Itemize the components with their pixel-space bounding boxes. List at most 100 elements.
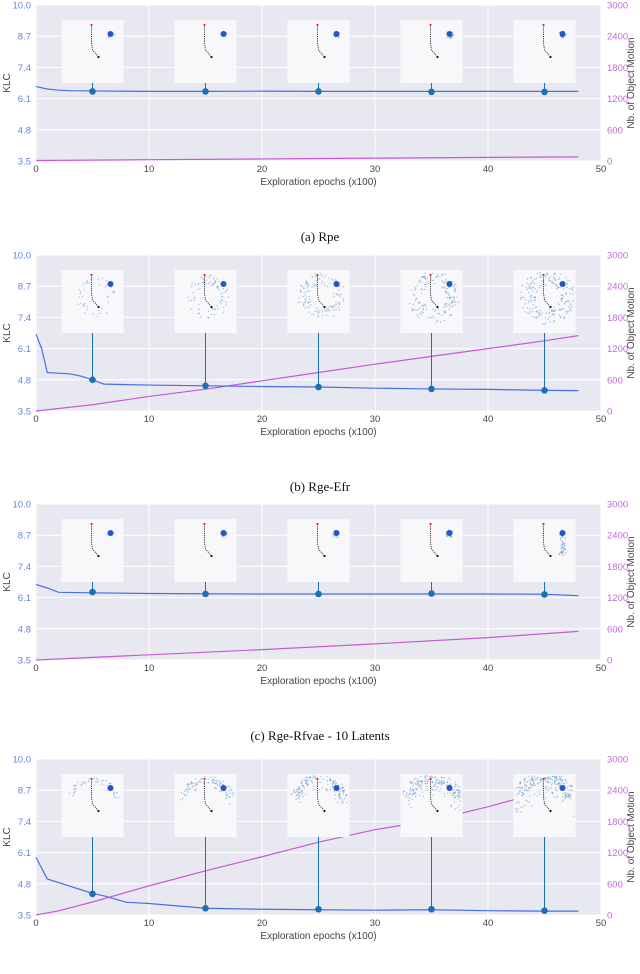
inset-point	[101, 277, 104, 280]
inset-point	[454, 288, 457, 291]
inset-point	[532, 304, 535, 306]
klc-marker	[202, 904, 209, 912]
inset-point	[531, 307, 534, 310]
inset-point	[453, 298, 455, 300]
inset-point	[337, 536, 339, 539]
inset-arm-tip	[203, 777, 206, 781]
inset-point	[325, 274, 327, 277]
inset-point	[93, 784, 95, 787]
inset-point	[94, 781, 97, 783]
inset-image	[513, 774, 576, 837]
inset-point	[339, 295, 341, 298]
inset-point	[441, 314, 443, 316]
inset-point	[185, 788, 188, 791]
inset-point	[558, 314, 561, 316]
inset-point	[432, 279, 434, 282]
inset-arm	[543, 779, 551, 812]
inset-point	[559, 273, 562, 276]
inset-point	[528, 287, 530, 289]
inset-arm-tip	[429, 23, 432, 27]
inset-point	[334, 304, 336, 306]
inset-object-blob	[446, 281, 453, 287]
inset-point	[428, 316, 430, 319]
inset-point	[181, 798, 184, 800]
inset-point	[452, 792, 454, 794]
inset-point	[558, 534, 561, 536]
inset-point	[432, 794, 434, 796]
inset-point	[199, 779, 201, 781]
inset-point	[535, 317, 537, 320]
inset-point	[459, 800, 462, 802]
inset-point	[535, 277, 537, 280]
inset-point	[415, 298, 418, 300]
inset-background	[287, 270, 350, 333]
klc-line	[35, 583, 579, 597]
inset-point	[223, 536, 225, 538]
inset-point	[80, 302, 82, 304]
inset-arm-base	[97, 55, 100, 59]
inset-point	[553, 276, 555, 279]
x-tick-label: 40	[483, 918, 494, 929]
inset-point	[96, 315, 99, 317]
inset-point	[559, 784, 562, 786]
inset-point	[421, 288, 423, 290]
inset-point	[78, 296, 81, 299]
inset-point	[570, 784, 573, 787]
inset-point	[334, 794, 336, 796]
inset-point	[424, 275, 427, 278]
inset-point	[562, 792, 565, 794]
inset-point	[532, 311, 534, 313]
inset-point	[222, 311, 225, 313]
inset-point	[316, 307, 318, 310]
inset-point	[192, 785, 194, 787]
inset-point	[540, 285, 542, 287]
inset-point	[425, 286, 427, 288]
inset-point	[568, 793, 570, 795]
inset-point	[417, 788, 419, 790]
subplot-3: 3.5 4.8 6.1 7.4 8.7 10.0 0 600 1200 1800 2400 3000 0…	[2, 500, 637, 744]
inset-point	[299, 290, 302, 293]
inset-point	[325, 314, 328, 316]
inset-point	[551, 309, 554, 311]
inset-arm-base	[323, 305, 326, 309]
inset-point	[307, 290, 309, 292]
y2-tick-label: 1800	[607, 817, 628, 828]
inset-point	[230, 789, 233, 792]
inset-point	[445, 279, 447, 281]
inset-point	[529, 779, 531, 781]
inset-point	[308, 295, 311, 298]
inset-point	[407, 794, 410, 796]
inset-point	[561, 550, 564, 552]
inset-point	[339, 797, 342, 799]
inset-point	[422, 780, 424, 783]
inset-point	[567, 795, 570, 797]
inset-point	[305, 280, 307, 282]
inset-image	[287, 270, 350, 333]
inset-point	[530, 776, 533, 778]
inset-point	[413, 308, 415, 311]
y-axis-label: KLC	[2, 827, 13, 846]
inset-point	[427, 780, 430, 782]
inset-point	[518, 786, 520, 789]
inset-point	[532, 781, 535, 783]
inset-point	[571, 306, 573, 308]
inset-point	[524, 303, 526, 305]
inset-point	[443, 776, 445, 779]
inset-point	[202, 277, 204, 280]
inset-point	[194, 778, 197, 780]
inset-point	[458, 301, 460, 303]
inset-point	[517, 808, 520, 810]
inset-background	[287, 774, 350, 837]
inset-point	[106, 279, 108, 282]
inset-point	[453, 300, 455, 302]
inset-point	[425, 281, 428, 283]
inset-point	[526, 278, 529, 280]
inset-point	[338, 309, 341, 311]
inset-point	[448, 286, 450, 289]
inset-point	[194, 283, 196, 286]
inset-point	[452, 304, 454, 307]
inset-arm	[543, 275, 551, 308]
inset-point	[197, 781, 199, 784]
inset-arm	[204, 779, 212, 812]
